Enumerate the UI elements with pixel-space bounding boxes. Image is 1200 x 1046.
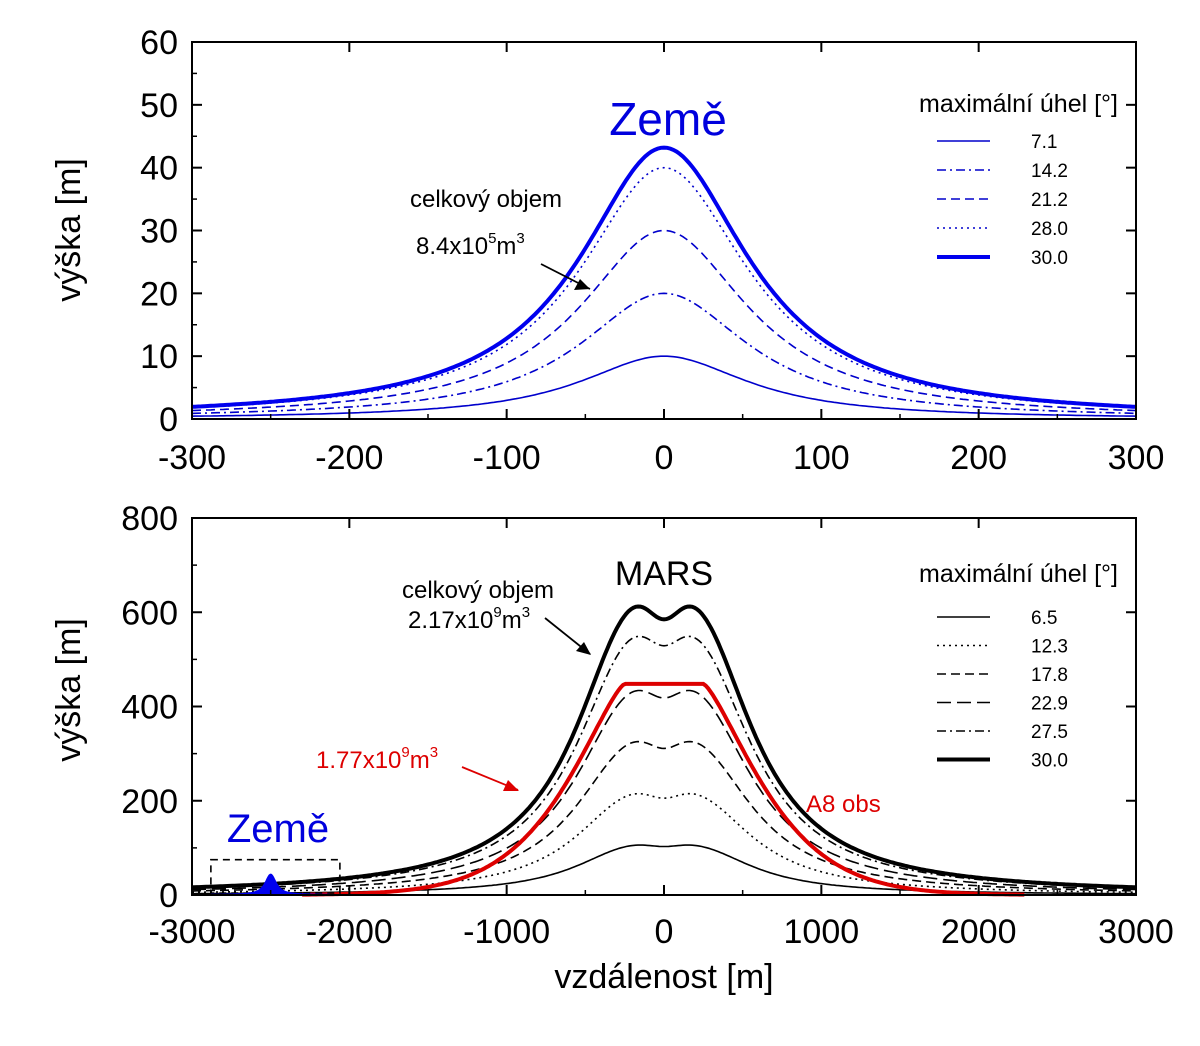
mars-annotation-label: celkový objem: [402, 577, 554, 604]
mars-y-ticks: 0 200 400 600 800: [121, 500, 1136, 915]
mars-y-tick-label: 600: [121, 594, 178, 632]
earth-series-14-2: [191, 292, 1137, 415]
earth-y-ticks: 0 10 20 30 40 50 60: [140, 24, 1136, 439]
earth-legend-label: 7.1: [1031, 132, 1057, 153]
earth-legend-label: 28.0: [1031, 219, 1068, 240]
mars-red-annotation: 1.77x109m3: [316, 744, 438, 774]
mars-legend-label: 17.8: [1031, 665, 1068, 686]
mars-x-tick-label: -3000: [149, 913, 236, 951]
earth-y-tick-label: 50: [140, 87, 178, 125]
mars-x-tick-label: 3000: [1098, 913, 1174, 951]
mars-x-ticks: -3000 -2000 -1000 0 1000 2000 3000: [149, 518, 1174, 951]
mars-x-tick-label: 1000: [784, 913, 860, 951]
mars-red-annotation-arrowhead: [503, 780, 519, 791]
mars-legend: 6.5 12.3 17.8 22.9 27.5 30.0: [937, 608, 1068, 772]
mars-obs-label: A8 obs: [806, 791, 881, 818]
earth-curves: [191, 145, 1137, 417]
mars-inset-box: [210, 858, 341, 894]
mars-legend-label: 22.9: [1031, 694, 1068, 715]
mars-x-tick-label: 2000: [941, 913, 1017, 951]
earth-x-ticks: -300 -200 -100 0 100 200 300: [158, 42, 1164, 477]
mars-legend-label: 6.5: [1031, 608, 1057, 629]
mars-inset-label: Země: [227, 807, 329, 851]
earth-legend-title: maximální úhel [°]: [919, 90, 1118, 118]
earth-y-axis-label: výška [m]: [50, 158, 88, 302]
earth-series-28-0: [191, 166, 1137, 409]
earth-y-tick-label: 60: [140, 24, 178, 62]
earth-legend-label: 30.0: [1031, 248, 1068, 269]
earth-series-30-0: [191, 145, 1137, 409]
earth-y-tick-label: 30: [140, 213, 178, 251]
mars-curves: [191, 604, 1137, 897]
mars-y-axis-label: výška [m]: [50, 618, 88, 762]
earth-legend-label: 21.2: [1031, 190, 1068, 211]
earth-y-tick-label: 10: [140, 338, 178, 376]
mars-x-tick-label: 0: [655, 913, 674, 951]
mars-panel: -3000 -2000 -1000 0 1000 2000 3000 0 200 400 600 8…: [50, 500, 1174, 996]
mars-annotation-arrowhead: [576, 642, 591, 655]
earth-x-tick-label: -300: [158, 439, 226, 477]
earth-annotation-label: celkový objem: [410, 186, 562, 213]
mars-legend-title: maximální úhel [°]: [919, 560, 1118, 588]
earth-legend-label: 14.2: [1031, 161, 1068, 182]
mars-y-tick-label: 0: [159, 877, 178, 915]
earth-y-tick-label: 20: [140, 275, 178, 313]
mars-annotation-volume: 2.17x109m3: [408, 604, 530, 634]
earth-legend: 7.1 14.2 21.2 28.0 30.0: [937, 132, 1068, 269]
earth-x-tick-label: 200: [950, 439, 1007, 477]
earth-x-tick-label: 100: [793, 439, 850, 477]
mars-x-tick-label: -2000: [306, 913, 393, 951]
earth-panel: -300 -200 -100 0 100 200 300 0 10 20 30 40 50 60 výš…: [50, 24, 1164, 477]
mars-x-axis-label: vzdálenost [m]: [554, 958, 773, 996]
mars-legend-label: 27.5: [1031, 722, 1068, 743]
mars-x-tick-label: -1000: [463, 913, 550, 951]
earth-annotation-volume: 8.4x105m3: [416, 230, 525, 260]
earth-y-tick-label: 0: [159, 401, 178, 439]
earth-title: Země: [609, 93, 727, 145]
mars-legend-label: 12.3: [1031, 637, 1068, 658]
mars-title: MARS: [615, 555, 713, 593]
mars-series-30-0: [191, 604, 1137, 890]
mars-y-tick-label: 400: [121, 689, 178, 727]
mars-legend-label: 30.0: [1031, 751, 1068, 772]
earth-x-tick-label: 0: [655, 439, 674, 477]
earth-y-tick-label: 40: [140, 150, 178, 188]
earth-series-21-2: [191, 229, 1137, 412]
earth-x-tick-label: -100: [473, 439, 541, 477]
mars-y-tick-label: 200: [121, 783, 178, 821]
earth-annotation-arrowhead: [574, 279, 590, 290]
earth-x-tick-label: -200: [315, 439, 383, 477]
mars-y-tick-label: 800: [121, 500, 178, 538]
mars-series-a8-obs: [302, 681, 1025, 897]
earth-x-tick-label: 300: [1108, 439, 1165, 477]
